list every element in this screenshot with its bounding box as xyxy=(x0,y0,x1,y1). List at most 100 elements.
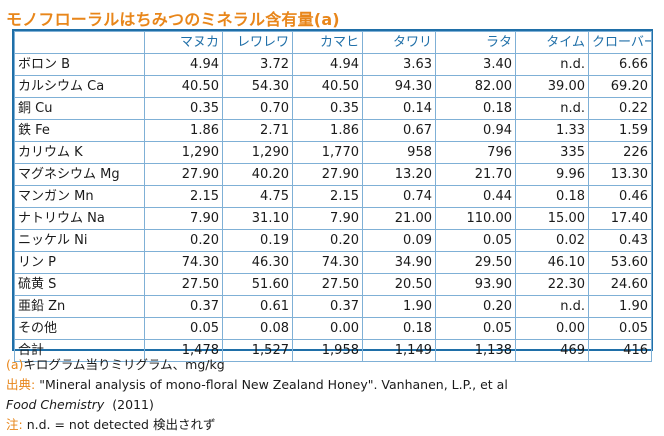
table-cell: 93.90 xyxy=(435,273,516,296)
table-cell: 4.94 xyxy=(144,53,223,76)
table-row: 亜鉛 Zn 0.37 0.61 0.37 1.90 0.20 n.d. 1.90 xyxy=(14,295,652,318)
source-note: 出典: "Mineral analysis of mono-floral New… xyxy=(6,375,508,395)
table-cell: 0.05 xyxy=(588,317,652,340)
table-cell: 0.22 xyxy=(588,97,652,120)
table-cell: 0.20 xyxy=(435,295,516,318)
table-cell: 1,149 xyxy=(362,339,436,362)
table-cell: 0.05 xyxy=(435,229,516,252)
table-row: マグネシウム Mg 27.90 40.20 27.90 13.20 21.70 9.96 13… xyxy=(14,163,652,186)
table-cell: 27.90 xyxy=(292,163,363,186)
table-cell: 27.90 xyxy=(144,163,223,186)
table-cell: 6.66 xyxy=(588,53,652,76)
table-row: 銅 Cu 0.35 0.70 0.35 0.14 0.18 n.d. 0.22 xyxy=(14,97,652,120)
table-row: リン P 74.30 46.30 74.30 34.90 29.50 46.10 53.60 xyxy=(14,251,652,274)
row-label: 合計 xyxy=(14,339,145,362)
table-cell: 958 xyxy=(362,141,436,164)
table-cell: 0.05 xyxy=(435,317,516,340)
journal-name: Food Chemistry xyxy=(6,397,105,412)
table-cell: 0.18 xyxy=(435,97,516,120)
table-cell: 51.60 xyxy=(222,273,293,296)
table-cell: n.d. xyxy=(515,53,589,76)
table-cell: 0.20 xyxy=(144,229,223,252)
table-cell: 13.30 xyxy=(588,163,652,186)
table-cell: 0.02 xyxy=(515,229,589,252)
table-cell: 22.30 xyxy=(515,273,589,296)
row-label: カリウム K xyxy=(14,141,145,164)
header-kamahi: カマヒ xyxy=(292,31,363,54)
table-cell: 0.70 xyxy=(222,97,293,120)
header-rewarewa: レワレワ xyxy=(222,31,293,54)
table-cell: 0.94 xyxy=(435,119,516,142)
table-cell: 46.30 xyxy=(222,251,293,274)
table-cell: 226 xyxy=(588,141,652,164)
table-row: ボロン B 4.94 3.72 4.94 3.63 3.40 n.d. 6.66 xyxy=(14,53,652,76)
header-manuka: マヌカ xyxy=(144,31,223,54)
table-cell: 335 xyxy=(515,141,589,164)
table-cell: 3.40 xyxy=(435,53,516,76)
table-cell: 110.00 xyxy=(435,207,516,230)
table-cell: 0.43 xyxy=(588,229,652,252)
header-clover: クローバー xyxy=(588,31,652,54)
table-cell: 69.20 xyxy=(588,75,652,98)
table-cell: 74.30 xyxy=(292,251,363,274)
nd-note-prefix: 注: xyxy=(6,417,23,432)
table-cell: 4.94 xyxy=(292,53,363,76)
table-cell: 24.60 xyxy=(588,273,652,296)
row-label: ニッケル Ni xyxy=(14,229,145,252)
table-cell: 1,958 xyxy=(292,339,363,362)
table-cell: 0.35 xyxy=(144,97,223,120)
nd-note-text: n.d. = not detected 検出されず xyxy=(22,417,216,432)
unit-note-text: キログラム当りミリグラム、mg/kg xyxy=(23,357,225,372)
row-label: 硫黄 S xyxy=(14,273,145,296)
table-row: マンガン Mn 2.15 4.75 2.15 0.74 0.44 0.18 0.46 xyxy=(14,185,652,208)
table-cell: 40.50 xyxy=(144,75,223,98)
table-row: ナトリウム Na 7.90 31.10 7.90 21.00 110.00 15.00 17.… xyxy=(14,207,652,230)
table-cell: 46.10 xyxy=(515,251,589,274)
header-corner xyxy=(14,31,145,54)
row-label: その他 xyxy=(14,317,145,340)
table-row: カルシウム Ca 40.50 54.30 40.50 94.30 82.00 39.00 69… xyxy=(14,75,652,98)
table-cell: 0.18 xyxy=(362,317,436,340)
table-cell: 53.60 xyxy=(588,251,652,274)
header-thyme: タイム xyxy=(515,31,589,54)
table-cell: 0.00 xyxy=(515,317,589,340)
nd-note: 注: n.d. = not detected 検出されず xyxy=(6,415,508,435)
table-row: 合計 1,478 1,527 1,958 1,149 1,138 469 416 xyxy=(14,339,652,362)
table-cell: 9.96 xyxy=(515,163,589,186)
unit-note-prefix: (a) xyxy=(6,357,24,372)
journal-year: (2011) xyxy=(112,397,154,412)
table-cell: 3.72 xyxy=(222,53,293,76)
table-cell: 1.59 xyxy=(588,119,652,142)
table-cell: 27.50 xyxy=(292,273,363,296)
table-cell: 0.00 xyxy=(292,317,363,340)
table-row: 鉄 Fe 1.86 2.71 1.86 0.67 0.94 1.33 1.59 xyxy=(14,119,652,142)
table-cell: 20.50 xyxy=(362,273,436,296)
table-cell: n.d. xyxy=(515,295,589,318)
table-cell: 7.90 xyxy=(292,207,363,230)
unit-note: (a)キログラム当りミリグラム、mg/kg xyxy=(6,355,508,375)
table-cell: 1,138 xyxy=(435,339,516,362)
row-label: カルシウム Ca xyxy=(14,75,145,98)
table-cell: 0.18 xyxy=(515,185,589,208)
table-cell: 0.20 xyxy=(292,229,363,252)
header-tawari: タワリ xyxy=(362,31,436,54)
table-cell: 0.67 xyxy=(362,119,436,142)
row-label: 鉄 Fe xyxy=(14,119,145,142)
table-cell: 0.09 xyxy=(362,229,436,252)
row-label: マグネシウム Mg xyxy=(14,163,145,186)
table-cell: 1,290 xyxy=(222,141,293,164)
row-label: 亜鉛 Zn xyxy=(14,295,145,318)
row-label: マンガン Mn xyxy=(14,185,145,208)
table-cell: 0.37 xyxy=(292,295,363,318)
table-row: ニッケル Ni 0.20 0.19 0.20 0.09 0.05 0.02 0.43 xyxy=(14,229,652,252)
table-cell: 21.00 xyxy=(362,207,436,230)
table-cell: 0.74 xyxy=(362,185,436,208)
header-rata: ラタ xyxy=(435,31,516,54)
table-cell: 34.90 xyxy=(362,251,436,274)
row-label: リン P xyxy=(14,251,145,274)
table-cell: 0.61 xyxy=(222,295,293,318)
table-cell: 39.00 xyxy=(515,75,589,98)
source-note-text: "Mineral analysis of mono-floral New Zea… xyxy=(35,377,508,392)
table-cell: 2.15 xyxy=(144,185,223,208)
row-label: 銅 Cu xyxy=(14,97,145,120)
